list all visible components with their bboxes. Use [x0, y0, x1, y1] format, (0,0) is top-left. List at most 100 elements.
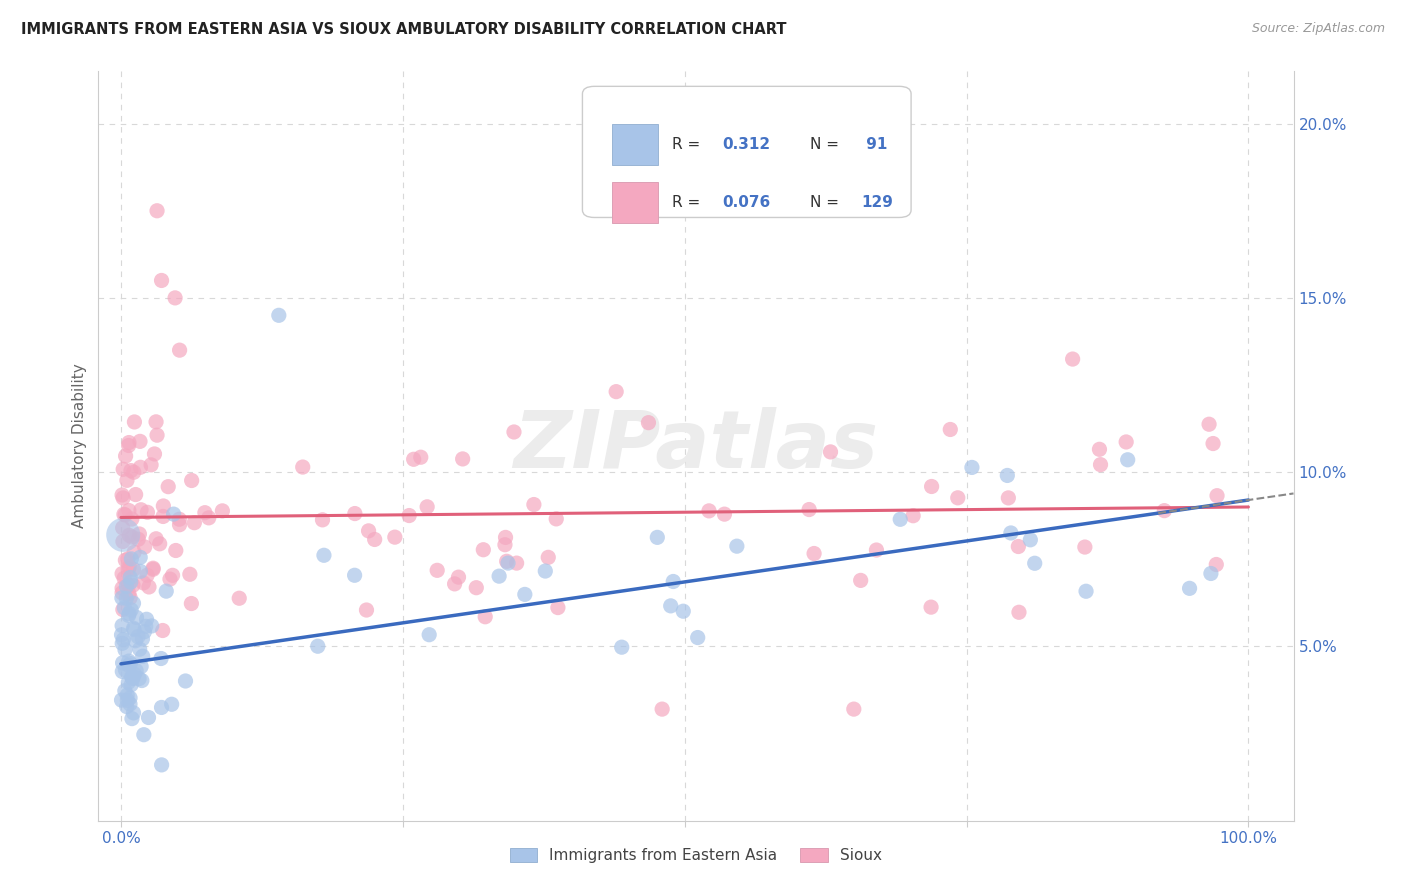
Point	[995, 468, 1018, 483]
Point	[121, 670, 143, 684]
Point	[118, 435, 141, 450]
Point	[356, 603, 378, 617]
Point	[426, 563, 449, 577]
Point	[343, 507, 366, 521]
Point	[150, 757, 173, 772]
Point	[115, 579, 138, 593]
Point	[111, 488, 134, 502]
Point	[165, 543, 187, 558]
Point	[523, 498, 546, 512]
Point	[447, 570, 470, 584]
Point	[637, 416, 659, 430]
Y-axis label: Ambulatory Disability: Ambulatory Disability	[72, 364, 87, 528]
Point	[124, 633, 146, 648]
Point	[152, 499, 174, 513]
Point	[180, 474, 202, 488]
Point	[122, 596, 145, 610]
Point	[120, 591, 142, 605]
Point	[115, 473, 138, 487]
Point	[125, 610, 148, 624]
Point	[398, 508, 420, 523]
Point	[122, 623, 145, 637]
Point	[146, 428, 169, 442]
Point	[1153, 503, 1175, 517]
Point	[114, 553, 136, 567]
Point	[110, 693, 132, 707]
Point	[503, 425, 526, 439]
Point	[112, 508, 135, 522]
Point	[131, 673, 153, 688]
Text: 91: 91	[860, 136, 887, 152]
Point	[960, 460, 983, 475]
Text: R =: R =	[672, 136, 706, 152]
Point	[121, 530, 143, 544]
Point	[114, 683, 136, 698]
Point	[363, 533, 385, 547]
Point	[127, 630, 149, 644]
Point	[112, 462, 135, 476]
Point	[114, 449, 136, 463]
Point	[120, 570, 142, 584]
Point	[150, 651, 173, 665]
Point	[111, 656, 134, 670]
Point	[291, 460, 314, 475]
Point	[849, 574, 872, 588]
Point	[1088, 442, 1111, 457]
Point	[117, 438, 139, 452]
Point	[160, 698, 183, 712]
Point	[1090, 458, 1112, 472]
FancyBboxPatch shape	[582, 87, 911, 218]
Point	[117, 552, 139, 566]
Point	[111, 566, 134, 581]
Point	[169, 512, 191, 526]
Point	[114, 663, 136, 677]
Point	[115, 591, 138, 606]
Point	[465, 581, 488, 595]
Point	[1116, 452, 1139, 467]
Point	[1008, 605, 1031, 619]
Point	[128, 672, 150, 686]
Point	[117, 578, 139, 592]
Point	[114, 642, 136, 657]
Point	[129, 434, 152, 449]
Point	[451, 451, 474, 466]
Point	[120, 552, 142, 566]
Point	[546, 512, 568, 526]
Point	[135, 612, 157, 626]
Point	[128, 527, 150, 541]
Point	[120, 657, 142, 671]
Point	[267, 308, 290, 322]
Point	[110, 628, 132, 642]
Point	[537, 550, 560, 565]
Point	[150, 700, 173, 714]
Point	[111, 534, 134, 549]
Point	[488, 569, 510, 583]
Point	[125, 664, 148, 678]
Point	[1199, 566, 1222, 581]
Point	[472, 542, 495, 557]
Point	[228, 591, 250, 606]
Point	[1024, 556, 1046, 570]
Point	[174, 673, 197, 688]
Point	[494, 538, 516, 552]
Point	[122, 545, 145, 559]
Point	[889, 512, 911, 526]
Point	[120, 603, 142, 617]
Point	[1074, 540, 1097, 554]
Text: N =: N =	[810, 194, 844, 210]
Point	[194, 506, 217, 520]
Point	[1019, 533, 1042, 547]
Point	[169, 517, 191, 532]
Point	[136, 505, 159, 519]
Point	[111, 521, 134, 535]
Point	[124, 667, 146, 681]
Point	[307, 639, 329, 653]
Point	[1007, 540, 1029, 554]
Point	[118, 690, 141, 705]
Point	[152, 509, 174, 524]
Text: N =: N =	[810, 136, 844, 152]
Point	[312, 549, 335, 563]
Point	[121, 712, 143, 726]
Point	[343, 568, 366, 582]
Text: 0.076: 0.076	[723, 194, 770, 210]
